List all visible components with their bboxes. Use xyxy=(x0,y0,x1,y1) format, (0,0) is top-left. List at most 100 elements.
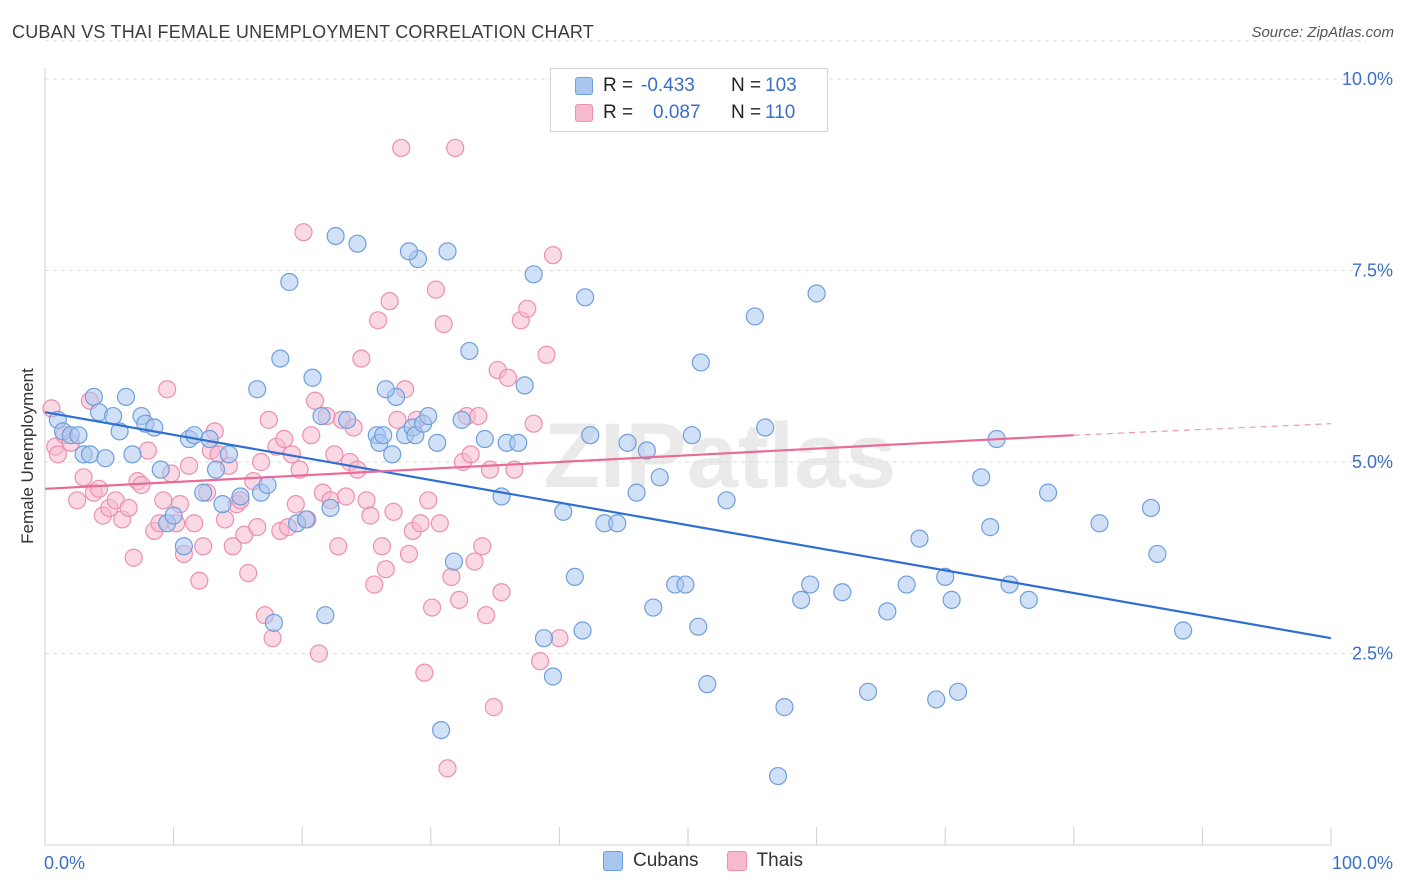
thai-point xyxy=(426,280,446,299)
cuban-point xyxy=(271,349,290,368)
cuban-point xyxy=(326,226,345,246)
cuban-point xyxy=(258,475,277,495)
cuban-point xyxy=(948,682,968,701)
thai-point xyxy=(138,441,157,460)
thai-point xyxy=(411,514,430,533)
cuban-point xyxy=(792,590,811,609)
axes xyxy=(44,68,1332,846)
thai-point xyxy=(223,537,242,556)
legend-item-cubans[interactable]: Cubans xyxy=(603,850,699,872)
thai-point xyxy=(518,299,537,318)
thai-point xyxy=(442,567,461,587)
thai-point xyxy=(251,452,271,472)
cuban-point xyxy=(627,483,646,502)
cuban-point xyxy=(565,567,584,587)
thai-point xyxy=(48,445,67,464)
cuban-point xyxy=(554,502,573,521)
cuban-point xyxy=(1038,483,1058,502)
cuban-point xyxy=(264,613,284,632)
cuban-point xyxy=(213,495,232,514)
legend-row-thais: R = 0.087 N = 110 xyxy=(575,100,795,126)
thai-point xyxy=(368,311,388,330)
thai-point xyxy=(480,460,500,479)
thai-point xyxy=(185,514,204,533)
cuban-point xyxy=(858,682,878,701)
cuban-point xyxy=(878,602,897,621)
thai-point xyxy=(124,548,143,567)
thai-point xyxy=(524,414,543,433)
thai-point xyxy=(498,368,518,387)
watermark: ZIPatlas xyxy=(544,405,897,507)
cuban-point xyxy=(348,234,367,253)
thai-point xyxy=(384,502,403,521)
cuban-point xyxy=(460,341,479,361)
legend-row-cubans: R = -0.433 N = 103 xyxy=(575,73,797,99)
thai-point xyxy=(68,491,87,510)
cuban-point xyxy=(164,506,183,525)
cuban-point xyxy=(80,445,100,464)
r-value: -0.433 xyxy=(641,75,695,96)
thai-point xyxy=(476,606,496,625)
r-label: R = xyxy=(603,75,634,96)
cuban-point xyxy=(206,460,226,479)
thais-swatch xyxy=(575,104,593,122)
trend-lines xyxy=(44,411,1332,640)
thai-point xyxy=(158,380,177,399)
legend-item-thais[interactable]: Thais xyxy=(726,850,803,872)
thai-point xyxy=(550,629,569,648)
cuban-point xyxy=(576,288,595,307)
gridlines xyxy=(45,40,1366,654)
cuban-point xyxy=(123,445,142,464)
cuban-point xyxy=(452,410,471,429)
thai-point xyxy=(449,590,469,609)
y-tick-labels: 2.5% 5.0% 7.5% 10.0% xyxy=(1342,69,1393,664)
cuban-point xyxy=(573,621,592,640)
y-tick-label: 2.5% xyxy=(1352,644,1393,664)
thai-point xyxy=(263,629,282,648)
cuban-point xyxy=(608,514,627,533)
cuban-point xyxy=(942,590,961,609)
thais-trend-extension xyxy=(1073,423,1332,436)
cuban-point xyxy=(151,460,170,479)
cuban-point xyxy=(428,433,447,452)
cuban-point xyxy=(745,307,764,326)
source-label: Source: ZipAtlas.com xyxy=(1251,24,1394,41)
cuban-point xyxy=(717,491,736,510)
cuban-point xyxy=(116,387,136,406)
thai-point xyxy=(465,552,484,571)
thai-point xyxy=(392,138,411,158)
cuban-point xyxy=(438,242,457,261)
cuban-point xyxy=(534,629,554,648)
thai-point xyxy=(336,487,356,506)
thai-point xyxy=(239,563,258,583)
cuban-point xyxy=(444,552,464,571)
cuban-point xyxy=(174,537,193,556)
cuban-point xyxy=(972,468,991,487)
thai-point xyxy=(302,426,321,445)
x-tick-label: 0.0% xyxy=(44,853,85,873)
cuban-point xyxy=(543,667,563,686)
cuban-point xyxy=(96,449,115,468)
cuban-point xyxy=(1141,498,1161,518)
x-tick-labels: 0.0% 100.0% xyxy=(44,853,1393,873)
cuban-point xyxy=(296,510,316,529)
thai-point xyxy=(286,495,305,514)
cuban-point xyxy=(676,575,695,594)
cubans-trend-line xyxy=(44,411,1332,640)
cuban-point xyxy=(374,426,393,445)
cuban-point xyxy=(637,441,656,460)
thai-point xyxy=(415,663,434,682)
cuban-point xyxy=(321,498,340,518)
cuban-point xyxy=(936,567,955,587)
cuban-point xyxy=(807,284,826,303)
thai-point xyxy=(179,456,199,475)
thai-point xyxy=(434,315,453,334)
cuban-point xyxy=(303,368,322,387)
cuban-point xyxy=(338,410,357,429)
thai-point xyxy=(461,445,480,464)
cuban-point xyxy=(897,575,916,594)
cuban-point xyxy=(376,380,395,399)
thai-point xyxy=(259,410,278,429)
cuban-point xyxy=(833,583,852,602)
